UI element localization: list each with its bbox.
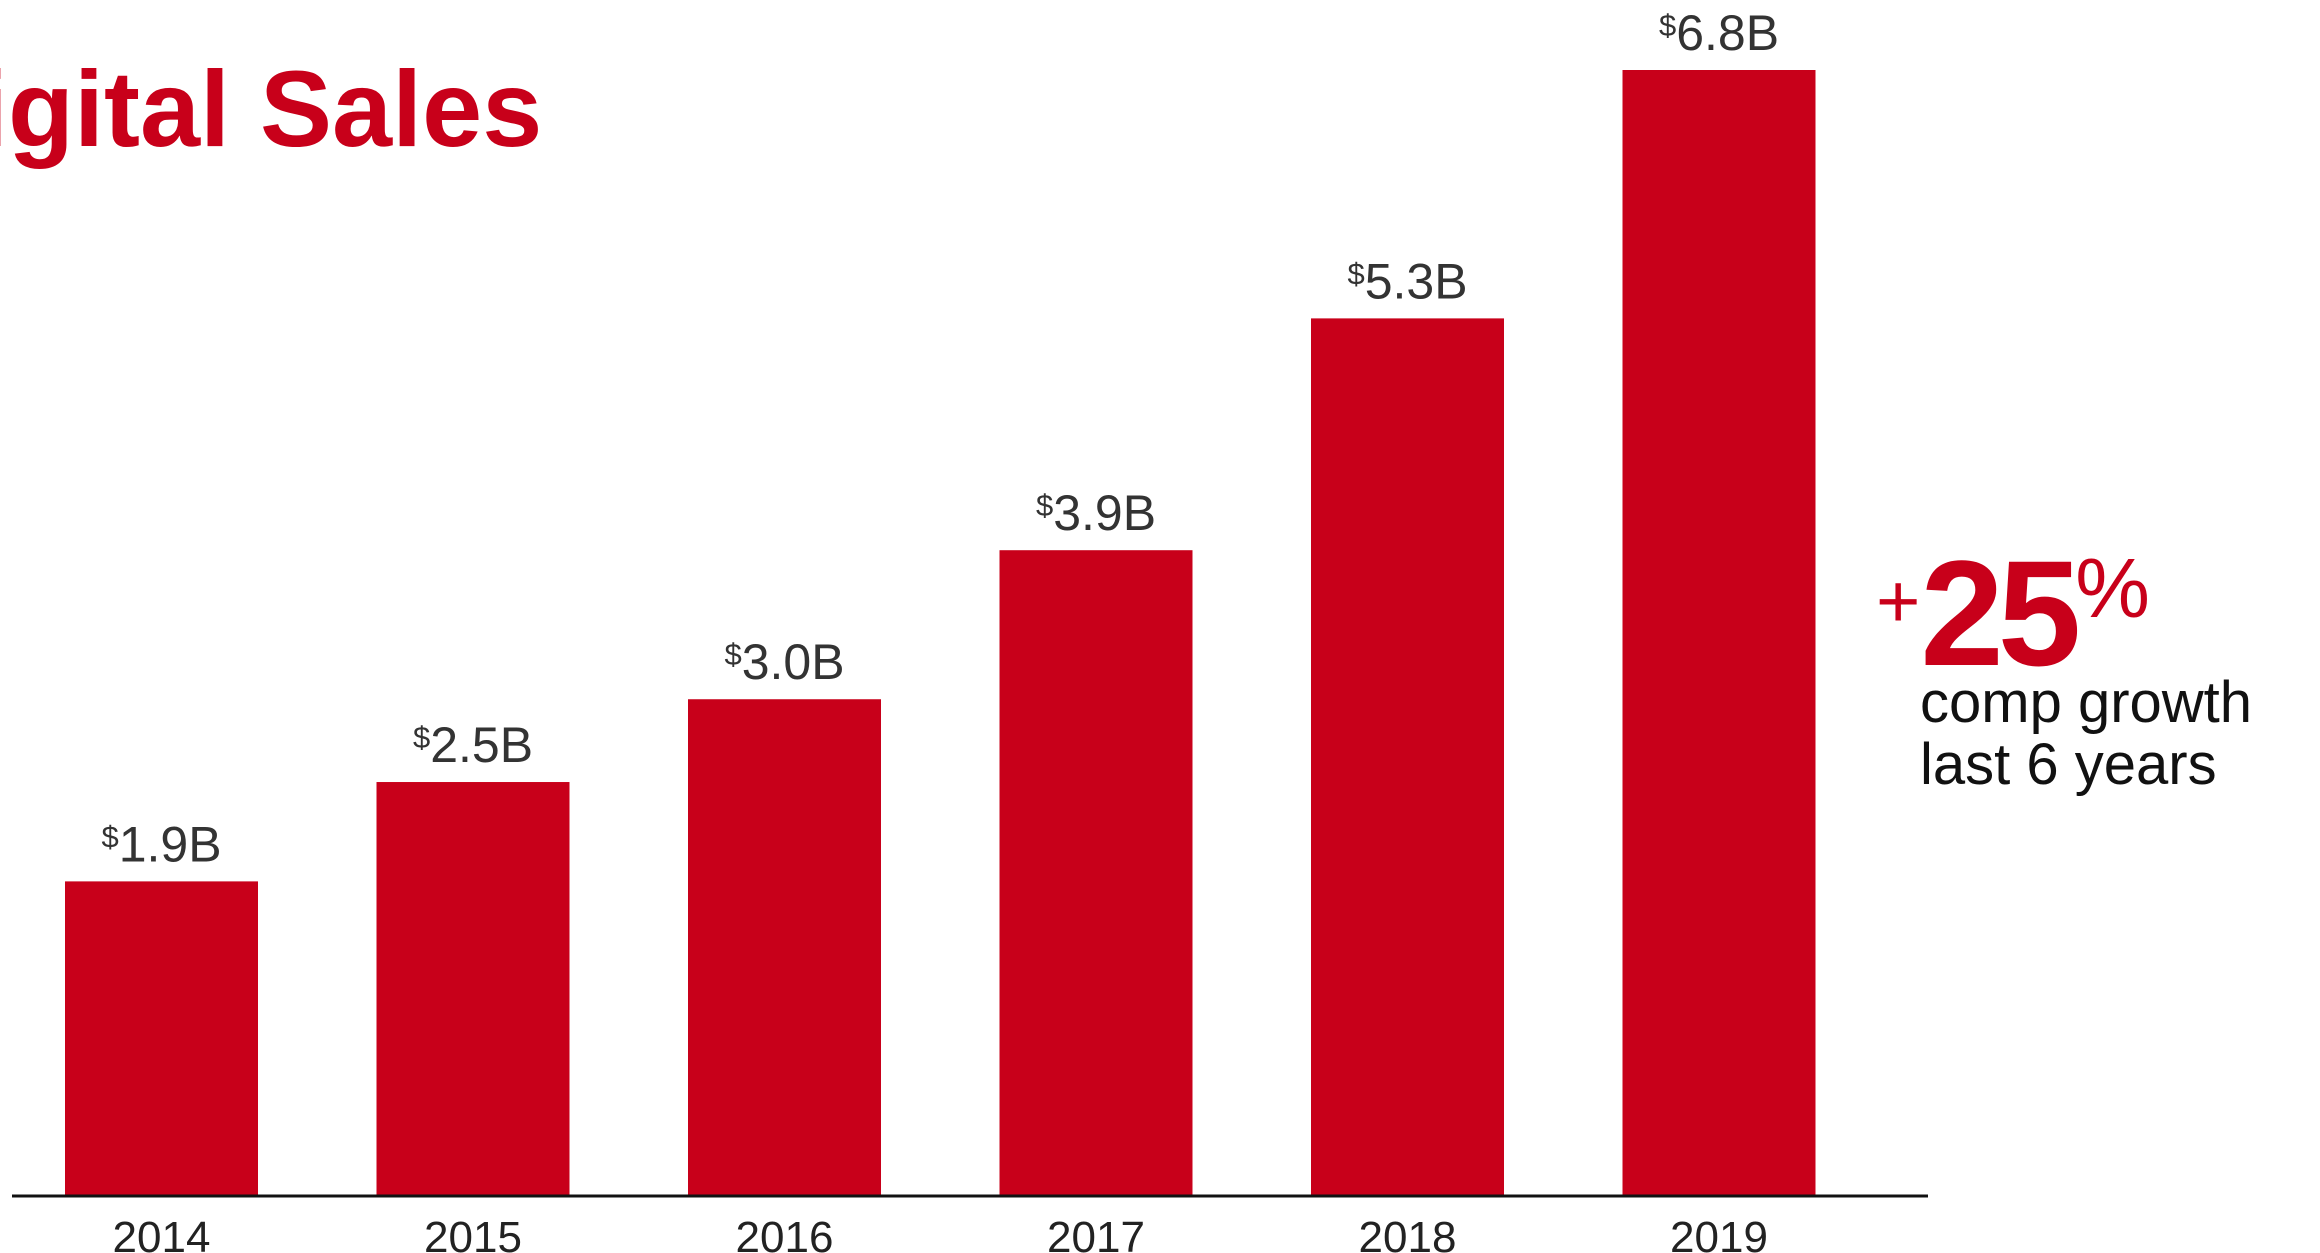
x-tick-label-2017: 2017 bbox=[1047, 1213, 1145, 1253]
value-labels-group: $1.9B $2.5B $3.0B $3.9B $5.3B $6.8B bbox=[101, 5, 1779, 872]
bar-2019 bbox=[1622, 70, 1816, 1196]
x-tick-labels-group: 2014 2015 2016 2017 2018 2019 bbox=[113, 1213, 1768, 1253]
growth-figure: +25% bbox=[1876, 538, 2320, 688]
bar-2014 bbox=[65, 881, 258, 1196]
growth-percentage-number: 25 bbox=[1920, 529, 2081, 697]
growth-callout: +25% comp growth last 6 years bbox=[1876, 538, 2320, 796]
bar-2016 bbox=[688, 699, 881, 1196]
x-tick-label-2018: 2018 bbox=[1359, 1213, 1457, 1253]
data-label-2019: $6.8B bbox=[1659, 5, 1779, 61]
growth-plus-sign: + bbox=[1876, 559, 1921, 644]
x-tick-label-2016: 2016 bbox=[736, 1213, 834, 1253]
data-label-2015: $2.5B bbox=[413, 717, 533, 773]
bar-2015 bbox=[376, 782, 570, 1196]
bar-2017 bbox=[999, 550, 1193, 1196]
data-label-2014: $1.9B bbox=[101, 816, 221, 872]
bars-group bbox=[65, 70, 1816, 1197]
bar-2018 bbox=[1311, 318, 1504, 1197]
x-tick-label-2015: 2015 bbox=[424, 1213, 522, 1253]
data-label-2018: $5.3B bbox=[1347, 253, 1467, 309]
x-tick-label-2019: 2019 bbox=[1670, 1213, 1768, 1253]
data-label-2016: $3.0B bbox=[724, 634, 844, 690]
chart-title: igital Sales bbox=[0, 48, 542, 169]
data-label-2017: $3.9B bbox=[1036, 485, 1156, 541]
growth-caption-line-1: comp growth bbox=[1920, 670, 2253, 735]
x-tick-label-2014: 2014 bbox=[113, 1213, 211, 1253]
growth-percent-sign: % bbox=[2075, 541, 2150, 635]
growth-caption: comp growth last 6 years bbox=[1920, 672, 2320, 796]
growth-caption-line-2: last 6 years bbox=[1920, 732, 2217, 797]
